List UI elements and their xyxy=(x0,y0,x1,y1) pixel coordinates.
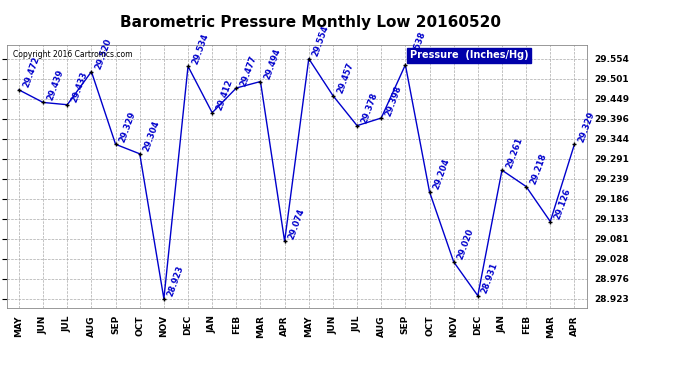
Point xyxy=(231,85,242,91)
Point xyxy=(183,63,194,69)
Point xyxy=(304,56,315,62)
Point xyxy=(110,141,121,147)
Point xyxy=(352,123,363,129)
Point xyxy=(14,87,25,93)
Point xyxy=(448,259,460,265)
Text: 29.494: 29.494 xyxy=(263,47,282,81)
Text: 29.074: 29.074 xyxy=(287,207,306,240)
Point xyxy=(473,293,484,299)
Text: 29.439: 29.439 xyxy=(46,68,65,102)
Text: 29.534: 29.534 xyxy=(190,32,210,66)
Point xyxy=(159,296,170,302)
Point xyxy=(376,115,387,121)
Point xyxy=(207,110,218,116)
Point xyxy=(400,62,411,68)
Text: 29.477: 29.477 xyxy=(239,54,258,87)
Point xyxy=(255,78,266,84)
Point xyxy=(135,151,146,157)
Text: 29.218: 29.218 xyxy=(529,152,548,186)
Text: 29.398: 29.398 xyxy=(384,84,403,117)
Text: 29.457: 29.457 xyxy=(335,62,355,95)
Text: 29.433: 29.433 xyxy=(70,70,89,104)
Point xyxy=(521,183,532,189)
Text: 29.472: 29.472 xyxy=(21,56,41,89)
Point xyxy=(569,141,580,147)
Point xyxy=(62,102,73,108)
Text: 28.931: 28.931 xyxy=(480,261,500,295)
Text: 29.538: 29.538 xyxy=(408,31,427,64)
Text: Pressure  (Inches/Hg): Pressure (Inches/Hg) xyxy=(410,50,529,60)
Text: 28.923: 28.923 xyxy=(166,265,186,298)
Point xyxy=(328,93,339,99)
Text: 29.204: 29.204 xyxy=(432,158,451,191)
Text: 29.378: 29.378 xyxy=(359,92,379,125)
Text: 29.520: 29.520 xyxy=(94,38,113,71)
Point xyxy=(424,189,435,195)
Text: 29.020: 29.020 xyxy=(456,228,475,261)
Point xyxy=(497,167,508,173)
Text: 29.304: 29.304 xyxy=(142,120,161,153)
Point xyxy=(86,69,97,75)
Text: 29.329: 29.329 xyxy=(577,110,596,144)
Text: 29.261: 29.261 xyxy=(504,136,524,170)
Text: 29.412: 29.412 xyxy=(215,78,234,112)
Text: 29.554: 29.554 xyxy=(311,24,331,58)
Text: 29.126: 29.126 xyxy=(553,187,572,221)
Point xyxy=(279,238,290,244)
Text: Barometric Pressure Monthly Low 20160520: Barometric Pressure Monthly Low 20160520 xyxy=(120,15,501,30)
Point xyxy=(38,99,48,105)
Text: Copyright 2016 Cartronics.com: Copyright 2016 Cartronics.com xyxy=(12,50,132,59)
Text: 29.329: 29.329 xyxy=(118,110,137,144)
Point xyxy=(545,219,556,225)
